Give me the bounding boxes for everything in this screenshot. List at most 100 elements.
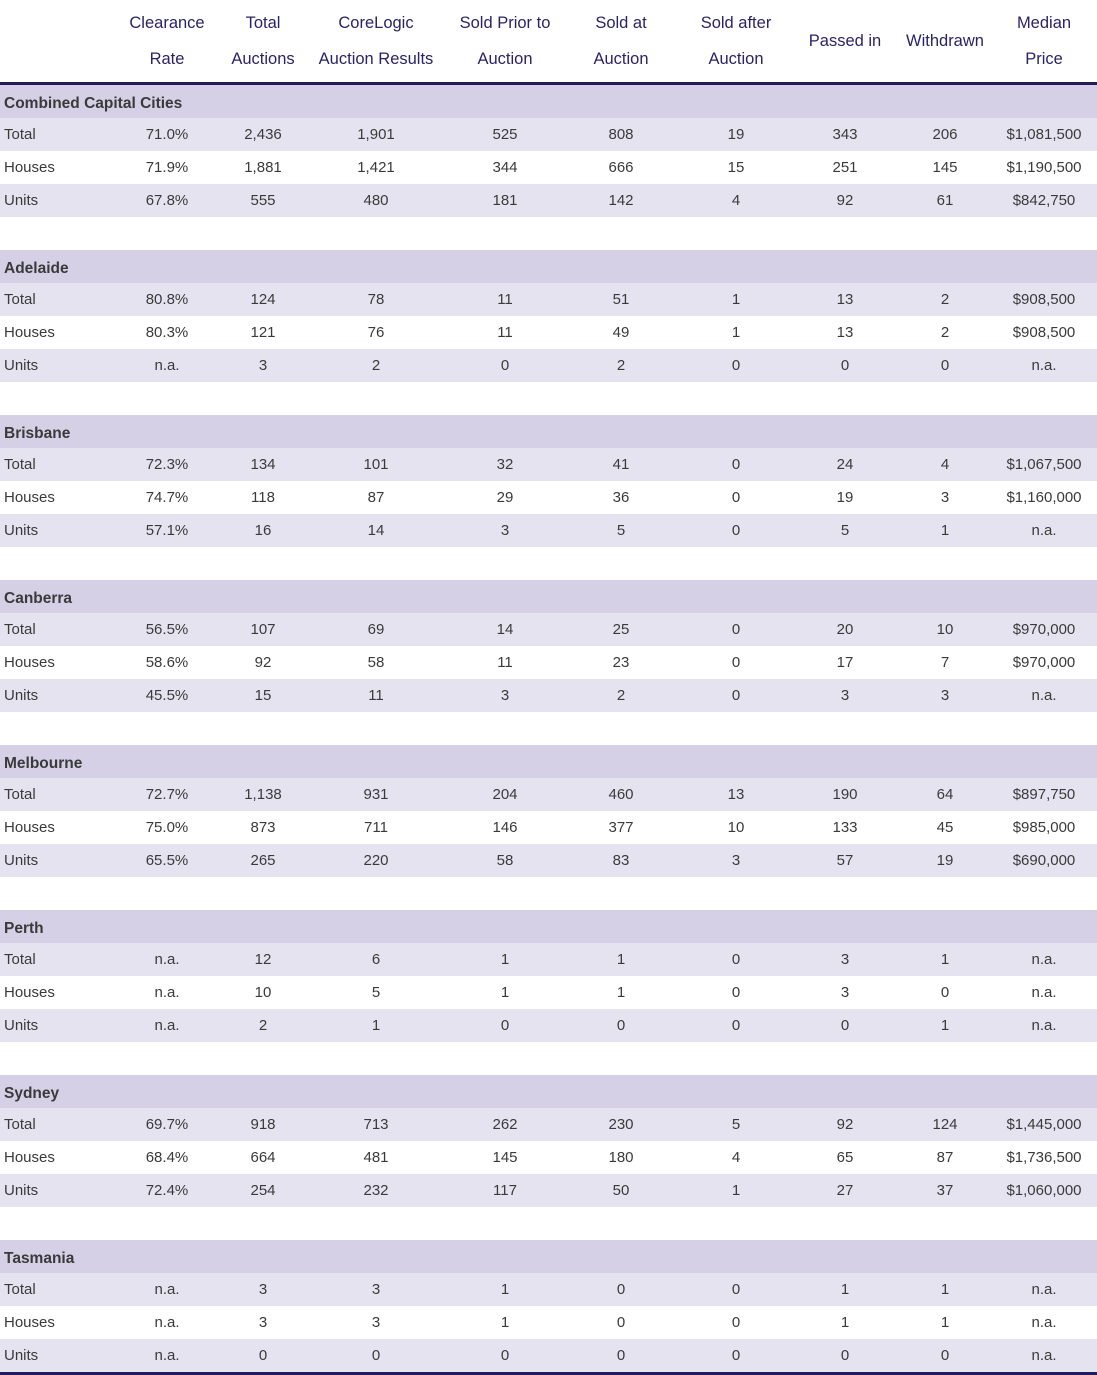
city-section: Perth Total n.a. 12 6 1 1 0 3 1 n.a. Houses n.a. 10 5 1… <box>0 877 1097 1042</box>
table-cell: n.a. <box>1031 687 1057 704</box>
table-row: Houses 74.7% 118 87 29 36 0 19 3 $1,160,000 <box>0 481 1097 514</box>
table-cell: 1 <box>500 1314 510 1331</box>
table-row: Houses n.a. 10 5 1 1 0 3 0 n.a. <box>0 976 1097 1009</box>
table-cell: 190 <box>832 786 858 803</box>
table-cell: 1 <box>500 951 510 968</box>
row-label: Total <box>4 951 36 968</box>
table-cell: 220 <box>363 852 389 869</box>
row-label: Units <box>4 357 39 374</box>
table-cell: 873 <box>250 819 276 836</box>
section-spacer <box>0 877 1097 910</box>
table-cell: n.a. <box>154 1347 180 1364</box>
band-segment <box>674 910 802 943</box>
table-row: Units 57.1% 16 14 3 5 0 5 1 n.a. <box>0 514 1097 547</box>
table-cell: 0 <box>731 1347 741 1364</box>
table-cell: 664 <box>250 1149 276 1166</box>
table-cell: 2 <box>940 291 950 308</box>
band-segment <box>0 580 125 613</box>
table-cell: 254 <box>250 1182 276 1199</box>
table-cell: 13 <box>727 786 745 803</box>
row-label: Total <box>4 1281 36 1298</box>
city-section: Sydney Total 69.7% 918 713 262 230 5 92 124 $1,445… <box>0 1042 1097 1207</box>
table-cell: 61 <box>936 192 954 209</box>
band-segment <box>802 1075 934 1108</box>
band-segment <box>1014 910 1097 943</box>
table-cell: 3 <box>371 1314 381 1331</box>
table-cell: 13 <box>836 291 854 308</box>
table-cell: 2 <box>258 1017 268 1034</box>
band-segment <box>1014 580 1097 613</box>
city-name: Combined Capital Cities <box>4 95 183 112</box>
table-cell: 1 <box>940 522 950 539</box>
table-cell: 11 <box>368 687 384 704</box>
band-segment <box>308 580 440 613</box>
table-cell: 1 <box>940 1281 950 1298</box>
band-segment <box>185 1240 308 1273</box>
table-cell: n.a. <box>1031 1314 1057 1331</box>
row-label: Units <box>4 1347 39 1364</box>
table-cell: 12 <box>254 951 272 968</box>
table-cell: 117 <box>493 1182 517 1199</box>
table-cell: 75.0% <box>145 819 189 836</box>
table-cell: 343 <box>832 126 858 143</box>
city-heading-band: Perth <box>0 910 1097 943</box>
band-segment <box>308 745 440 778</box>
table-cell: 92 <box>254 654 272 671</box>
table-cell: 0 <box>940 357 950 374</box>
band-segment <box>440 745 572 778</box>
band-segment <box>674 250 802 283</box>
row-label: Houses <box>4 324 55 341</box>
band-segment <box>572 1240 674 1273</box>
table-cell: 14 <box>367 522 385 539</box>
table-cell: n.a. <box>154 1017 180 1034</box>
table-cell: 27 <box>836 1182 854 1199</box>
table-row: Total 80.8% 124 78 11 51 1 13 2 $908,500 <box>0 283 1097 316</box>
table-cell: 57.1% <box>145 522 189 539</box>
city-name: Brisbane <box>4 425 71 442</box>
band-segment <box>572 910 674 943</box>
band-segment <box>0 250 125 283</box>
row-label: Units <box>4 687 39 704</box>
table-cell: 50 <box>612 1182 630 1199</box>
row-label: Houses <box>4 1149 55 1166</box>
table-row: Total n.a. 12 6 1 1 0 3 1 n.a. <box>0 943 1097 976</box>
table-cell: 71.0% <box>145 126 189 143</box>
table-cell: 72.7% <box>145 786 189 803</box>
band-segment <box>125 250 185 283</box>
table-cell: 0 <box>731 951 741 968</box>
city-heading-band: Adelaide <box>0 250 1097 283</box>
table-cell: 1 <box>616 984 626 1001</box>
band-segment <box>674 580 802 613</box>
table-cell: 58 <box>496 852 514 869</box>
table-cell: 51 <box>612 291 630 308</box>
column-header-line: CoreLogic <box>338 14 414 32</box>
row-label: Total <box>4 456 36 473</box>
table-cell: $1,081,500 <box>1006 126 1082 143</box>
table-cell: 17 <box>836 654 854 671</box>
table-cell: n.a. <box>154 951 180 968</box>
table-cell: 0 <box>616 1281 626 1298</box>
band-segment <box>0 85 125 118</box>
row-label: Units <box>4 522 39 539</box>
table-cell: 58 <box>367 654 385 671</box>
table-cell: 67.8% <box>145 192 189 209</box>
table-row: Houses n.a. 3 3 1 0 0 1 1 n.a. <box>0 1306 1097 1339</box>
section-spacer <box>0 1207 1097 1240</box>
table-cell: 0 <box>731 1017 741 1034</box>
table-cell: 0 <box>500 1017 510 1034</box>
band-segment <box>185 415 308 448</box>
table-cell: $842,750 <box>1012 192 1076 209</box>
table-cell: 713 <box>363 1116 389 1133</box>
table-cell: 2 <box>940 324 950 341</box>
row-label: Houses <box>4 159 55 176</box>
table-cell: 180 <box>608 1149 634 1166</box>
table-cell: 72.3% <box>145 456 189 473</box>
table-cell: 56.5% <box>145 621 189 638</box>
table-cell: 1 <box>371 1017 381 1034</box>
table-cell: 19 <box>936 852 954 869</box>
column-header-line: Auctions <box>231 50 295 68</box>
table-header: Clearance Rate Total Auctions CoreLogic Aucti… <box>0 0 1097 85</box>
city-heading-band: Combined Capital Cities <box>0 85 1097 118</box>
table-row: Total 72.7% 1,138 931 204 460 13 190 64 $897,750 <box>0 778 1097 811</box>
column-header-line: Withdrawn <box>906 32 984 50</box>
